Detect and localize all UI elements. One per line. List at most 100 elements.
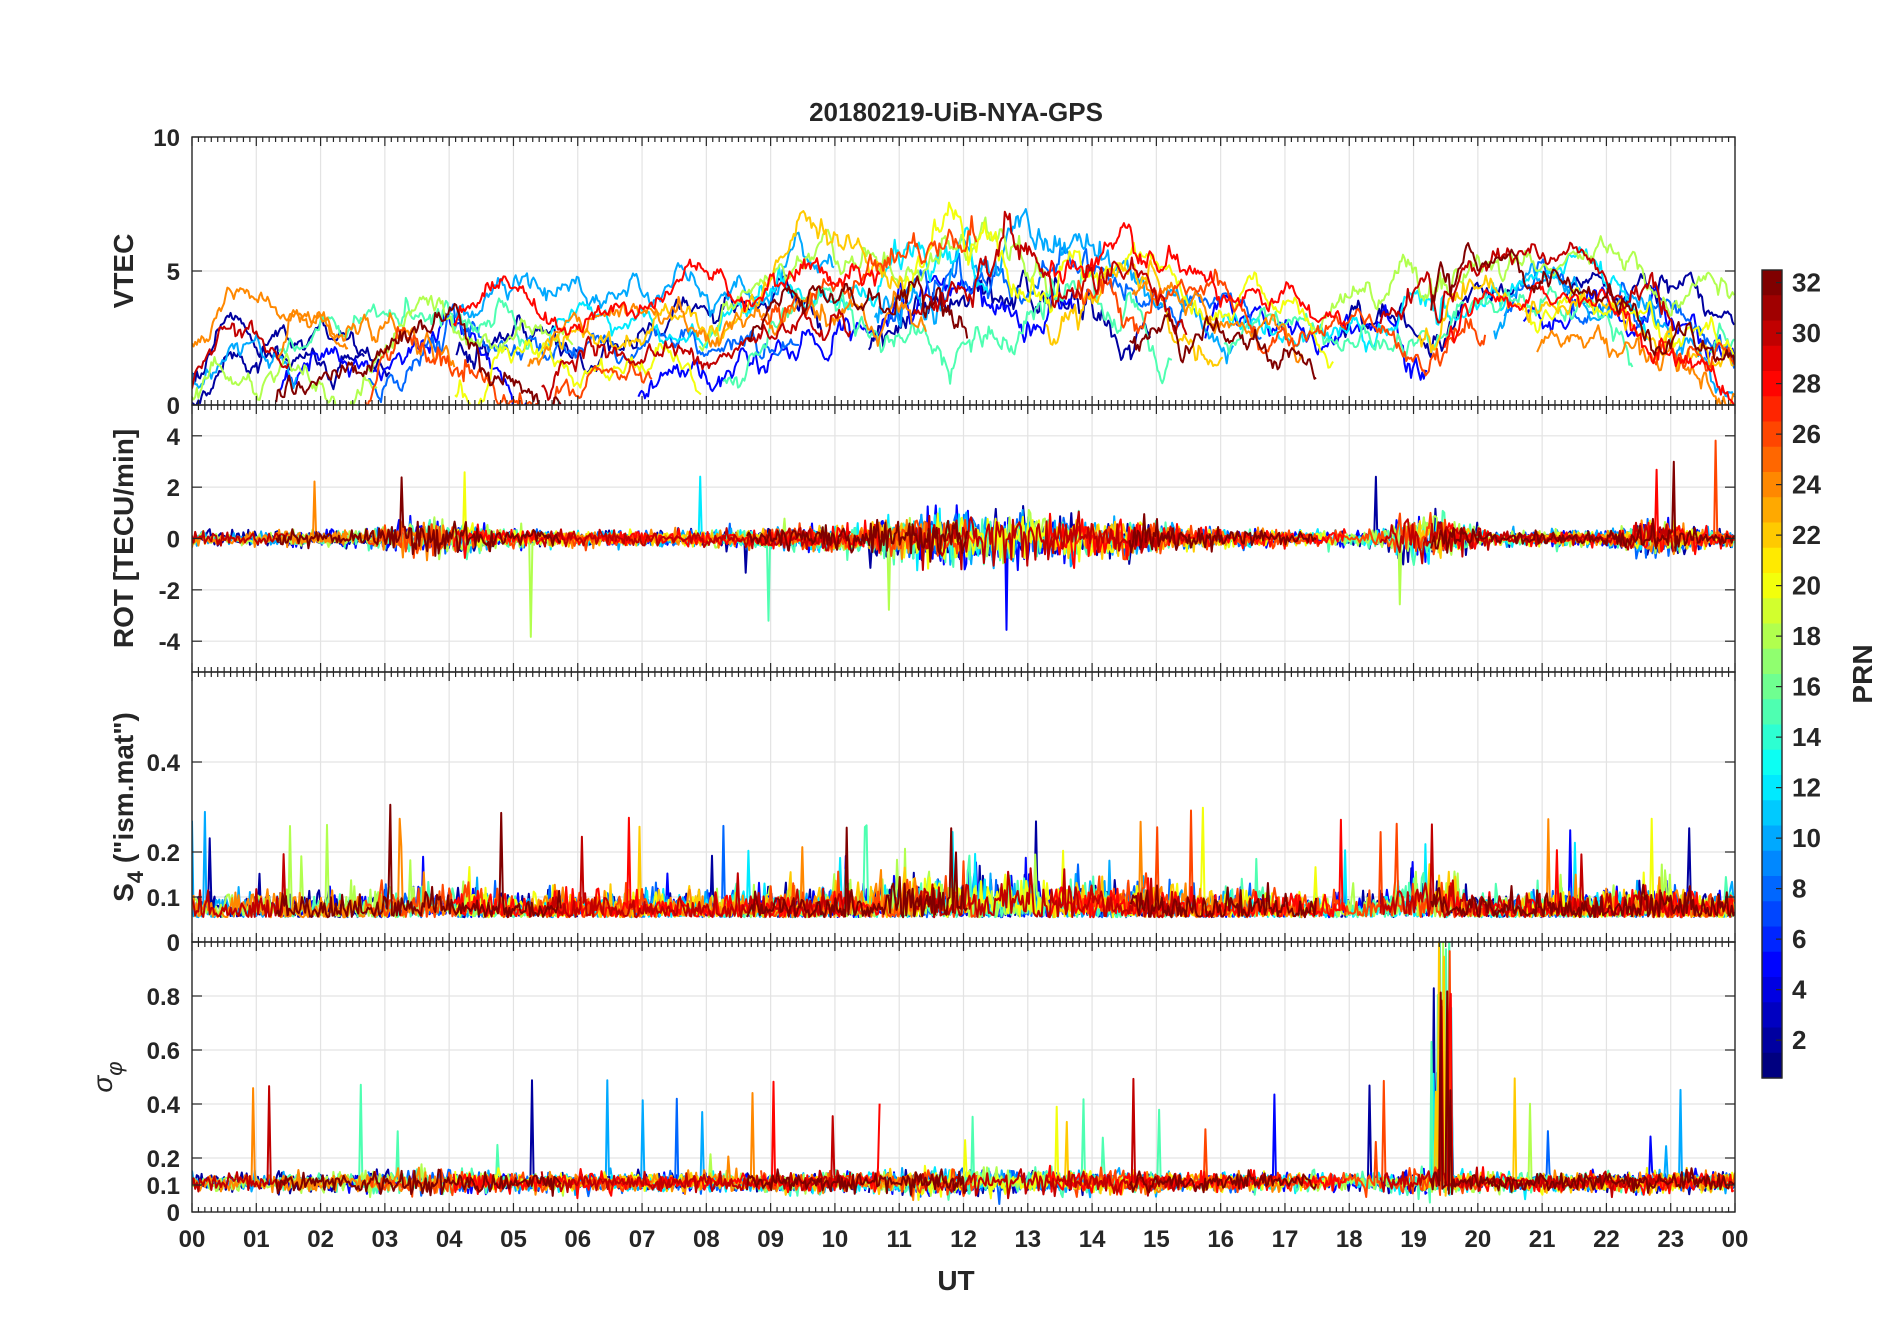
y-tick-label: 0 [167, 930, 180, 957]
series-line-prn-32-rot [1128, 513, 1317, 554]
colorbar-tick-label: 10 [1792, 823, 1821, 853]
colorbar-cell [1762, 497, 1782, 524]
y-label-main: S [108, 883, 139, 902]
colorbar-tick-label: 8 [1792, 874, 1806, 904]
series-line-prn-32-s4 [1129, 882, 1318, 919]
series-line-prn-26-vtec [364, 326, 653, 405]
series-line-prn-28-vtec [1047, 222, 1347, 331]
panel-s4-series [192, 803, 1735, 919]
series-line-prn-15-vtec [1223, 285, 1634, 368]
panel-sigma-series [192, 942, 1735, 1205]
panel-rot-series [192, 439, 1735, 638]
series-line-prn-32-vtec [1430, 242, 1735, 365]
series-line-prn-18-vtec [192, 352, 378, 405]
x-tick-label: 05 [500, 1226, 527, 1253]
series-line-prn-22-sigma [1417, 942, 1735, 1197]
y-tick-label: 0 [167, 1200, 180, 1227]
y-tick-label: 0.2 [147, 1146, 180, 1173]
series-line-prn-24-sigma [276, 1166, 456, 1194]
colorbar-cell [1762, 825, 1782, 852]
x-tick-label: 21 [1529, 1226, 1556, 1253]
colorbar-cell [1762, 270, 1782, 296]
grid-layer [192, 137, 1735, 1212]
series-line-prn-22-vtec [542, 210, 911, 351]
y-axis-label-vtec: VTEC [108, 234, 139, 309]
colorbar-tick-label: 32 [1792, 268, 1821, 298]
colorbar-cell [1762, 926, 1782, 953]
colorbar-tick-label: 18 [1792, 621, 1821, 651]
colorbar-cell [1762, 345, 1782, 372]
colorbar-cell [1762, 850, 1782, 877]
colorbar-cell [1762, 951, 1782, 978]
y-tick-label: 0.4 [147, 1092, 181, 1119]
series-line-prn-10-vtec [455, 231, 835, 319]
colorbar-cell [1762, 1002, 1782, 1029]
colorbar-cell [1762, 295, 1782, 322]
series-line-prn-30-sigma [1379, 999, 1674, 1199]
y-tick-label: 2 [167, 475, 180, 502]
colorbar-cell [1762, 1027, 1782, 1054]
series-line-prn-26-vtec [1074, 268, 1487, 377]
colorbar-cell [1762, 876, 1782, 902]
series-line-prn-20-vtec [454, 338, 702, 405]
series-line-prn-18-vtec [1308, 235, 1735, 335]
x-tick-label: 06 [564, 1226, 591, 1253]
y-label-main: σ [87, 1075, 118, 1093]
series-line-prn-30-s4 [540, 835, 852, 919]
series-line-prn-5-vtec [279, 312, 527, 405]
colorbar-tick-label: 16 [1792, 672, 1821, 702]
series-line-prn-32-rot [275, 476, 562, 557]
colorbar-tick-label: 12 [1792, 773, 1821, 803]
x-tick-label: 00 [1722, 1226, 1749, 1253]
colorbar-cell [1762, 749, 1782, 776]
colorbar-cell [1762, 623, 1782, 650]
x-tick-label: 11 [887, 1226, 912, 1253]
colorbar-tick-label: 28 [1792, 369, 1821, 399]
series-line-prn-30-vtec [1379, 241, 1674, 332]
y-tick-label: 0.4 [147, 750, 181, 777]
colorbar-cell [1762, 522, 1782, 549]
colorbar-tick-label: 30 [1792, 318, 1821, 348]
y-axis-label-sigma: σφ [87, 1061, 127, 1092]
y-label-rest: ("ism.mat") [108, 712, 139, 871]
y-tick-label: 4 [167, 424, 181, 451]
colorbar-tick-label: 24 [1792, 470, 1821, 500]
x-tick-label: 04 [436, 1226, 463, 1253]
y-tick-label: 0 [167, 393, 180, 420]
colorbar-cell [1762, 371, 1782, 397]
y-label-sub: 4 [123, 870, 148, 883]
x-tick-label: 01 [243, 1226, 270, 1253]
colorbar-cell [1762, 648, 1782, 675]
series-line-prn-18-vtec [698, 216, 1049, 352]
series-line-prn-26-vtec [1652, 340, 1735, 372]
x-tick-label: 03 [372, 1226, 399, 1253]
series-line-prn-12-vtec [543, 226, 989, 352]
colorbar-tick-label: 26 [1792, 419, 1821, 449]
x-tick-label: 07 [629, 1226, 656, 1253]
x-tick-label: 12 [950, 1226, 977, 1253]
series-line-prn-5-vtec [1204, 293, 1428, 381]
series-line-prn-28-vtec [452, 257, 881, 336]
colorbar-tick-label: 2 [1792, 1025, 1806, 1055]
series-line-prn-28-sigma [452, 1080, 881, 1200]
colorbar-cell [1762, 775, 1782, 801]
colorbar-cell [1762, 800, 1782, 827]
series-line-prn-32-s4 [275, 803, 562, 919]
series-line-prn-32-sigma [1430, 990, 1735, 1196]
series-line-prn-32-s4 [746, 826, 968, 919]
series-line-prn-26-s4 [1074, 809, 1487, 919]
colorbar-cell [1762, 472, 1782, 498]
series-line-prn-10-vtec [192, 333, 298, 390]
y-tick-label: 0.1 [147, 885, 180, 912]
colorbar-tick-label: 4 [1792, 975, 1807, 1005]
x-tick-label: 00 [179, 1226, 206, 1253]
colorbar-cell [1762, 901, 1782, 928]
series-line-prn-20-vtec [903, 201, 1334, 369]
colorbar-cell [1762, 421, 1782, 448]
y-tick-label: 0.6 [147, 1038, 180, 1065]
x-tick-label: 22 [1593, 1226, 1620, 1253]
x-tick-label: 09 [757, 1226, 784, 1253]
series-line-prn-2-vtec [455, 274, 823, 375]
